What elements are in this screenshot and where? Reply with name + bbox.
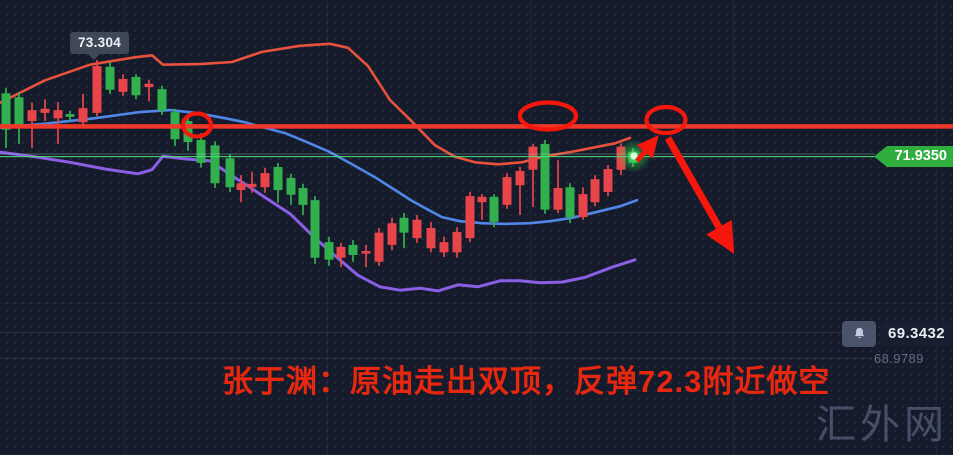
low-level-label: 68.9789	[874, 351, 924, 366]
candle-body	[361, 250, 371, 254]
vertical-gridline	[124, 0, 125, 455]
candle-body	[225, 158, 235, 188]
candle-body	[412, 219, 422, 239]
candle-body	[236, 183, 246, 191]
candle-body	[387, 223, 397, 245]
high-price-value: 73.304	[78, 35, 122, 50]
price-alert-badge[interactable]: 69.3432	[842, 320, 953, 347]
candle-body	[298, 187, 308, 205]
candle-body	[286, 177, 296, 195]
vertical-gridline	[530, 0, 531, 455]
candle-body	[118, 78, 128, 92]
candle-body	[92, 66, 102, 113]
candle-body	[105, 66, 115, 90]
candle-body	[65, 114, 75, 117]
candle-body	[27, 110, 37, 121]
candle-body	[578, 194, 588, 218]
candle-body	[144, 83, 154, 88]
bell-icon[interactable]	[842, 320, 876, 347]
double-top-circle	[180, 111, 214, 139]
candle-body	[489, 196, 499, 222]
candle-body	[603, 169, 613, 193]
vertical-gridline	[936, 0, 937, 455]
analyst-annotation-text: 张于渊：原油走出双顶，反弹72.3附近做空	[222, 364, 831, 399]
high-price-tooltip: 73.304	[70, 32, 130, 60]
bollinger-lower-band	[0, 150, 637, 293]
sell-direction-arrow	[664, 136, 735, 254]
candle-body	[528, 146, 538, 170]
double-top-circle	[517, 100, 579, 132]
candle-body	[40, 108, 50, 113]
current-price-badge: 71.9350	[874, 146, 953, 167]
candle-body	[196, 139, 206, 163]
double-top-circle	[644, 104, 688, 136]
candle-body	[452, 232, 462, 253]
alert-price-value: 69.3432	[881, 321, 953, 346]
candle-body	[399, 217, 409, 233]
last-price-dot	[630, 152, 638, 160]
candle-body	[553, 187, 563, 210]
candle-body	[477, 196, 487, 203]
candle-body	[247, 183, 257, 188]
candle-body	[348, 244, 358, 256]
low-level-line	[0, 357, 872, 359]
candle-body	[78, 108, 88, 123]
candle-body	[53, 110, 63, 119]
alert-level-line	[0, 332, 842, 333]
tooltip-pointer-icon	[88, 54, 100, 60]
candle-body	[157, 89, 167, 111]
candle-body	[131, 76, 141, 96]
vertical-gridline	[327, 0, 328, 455]
candle-body	[515, 171, 525, 186]
candle-body	[439, 242, 449, 253]
horizontal-gridline	[0, 303, 953, 304]
candle-body	[590, 179, 600, 203]
candle-body	[310, 200, 320, 258]
candle-body	[260, 173, 270, 188]
candle-body	[14, 97, 24, 126]
sell-direction-arrow	[635, 135, 659, 163]
candle-body	[210, 145, 220, 184]
candle-body	[540, 143, 550, 210]
candle-body	[273, 166, 283, 191]
candle-body	[465, 196, 475, 239]
bollinger-middle-band	[0, 108, 639, 226]
candle-body	[565, 187, 575, 218]
candle-body	[324, 242, 334, 260]
price-line-dim	[0, 153, 875, 155]
candle-body	[426, 227, 436, 249]
candle-body	[374, 232, 384, 262]
candle-body	[1, 93, 11, 130]
candle-body	[336, 246, 346, 258]
current-price-line	[0, 156, 875, 158]
candle-body	[502, 177, 512, 205]
site-watermark: 汇外网	[816, 403, 948, 447]
resistance-line	[0, 124, 953, 129]
